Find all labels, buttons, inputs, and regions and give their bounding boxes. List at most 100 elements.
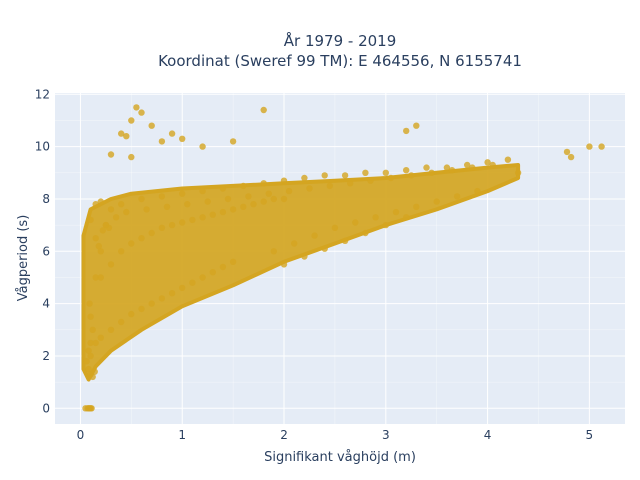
data-point bbox=[403, 127, 410, 135]
data-point bbox=[138, 109, 145, 116]
data-point bbox=[199, 187, 206, 195]
data-point bbox=[321, 245, 328, 252]
data-point bbox=[87, 313, 94, 320]
data-point bbox=[97, 274, 105, 281]
y-tick-label: 0 bbox=[42, 401, 50, 415]
y-tick-labels: 0 2 4 6 8 10 12 bbox=[35, 87, 50, 415]
data-point bbox=[107, 206, 115, 213]
data-point bbox=[105, 224, 113, 231]
data-point bbox=[311, 232, 318, 239]
data-point bbox=[189, 279, 196, 286]
data-point bbox=[158, 224, 166, 231]
data-point bbox=[474, 187, 481, 195]
y-tick-label: 12 bbox=[35, 87, 50, 101]
data-point bbox=[443, 164, 451, 171]
data-point bbox=[85, 365, 92, 373]
data-point bbox=[143, 206, 150, 213]
data-point bbox=[367, 177, 374, 184]
y-tick-label: 8 bbox=[42, 192, 50, 206]
data-point bbox=[403, 214, 410, 221]
data-point bbox=[567, 153, 575, 161]
data-point bbox=[87, 339, 94, 347]
data-point bbox=[586, 143, 593, 150]
data-point bbox=[484, 159, 491, 166]
data-point bbox=[138, 235, 145, 242]
data-point bbox=[265, 190, 272, 197]
x-tick-labels: 0 1 2 3 4 5 bbox=[77, 428, 594, 442]
data-point bbox=[428, 169, 435, 176]
data-point bbox=[563, 148, 571, 156]
data-point bbox=[321, 172, 328, 179]
data-point bbox=[219, 185, 227, 192]
data-point bbox=[504, 156, 512, 163]
data-point bbox=[148, 122, 155, 129]
data-point bbox=[270, 248, 277, 255]
data-point bbox=[469, 164, 476, 171]
data-point bbox=[301, 174, 308, 182]
data-point bbox=[88, 405, 95, 412]
data-point bbox=[123, 133, 130, 140]
data-point bbox=[598, 143, 605, 150]
x-axis-title: Signifikant våghöjd (m) bbox=[264, 450, 416, 465]
data-point bbox=[123, 208, 130, 216]
data-point bbox=[260, 106, 267, 114]
y-tick-label: 6 bbox=[42, 244, 50, 258]
data-point bbox=[148, 229, 155, 237]
x-tick-label: 3 bbox=[382, 428, 390, 442]
data-point bbox=[199, 274, 206, 281]
data-point bbox=[270, 195, 277, 203]
x-tick-label: 2 bbox=[280, 428, 288, 442]
data-point bbox=[229, 138, 237, 145]
data-point bbox=[107, 326, 115, 333]
y-axis-title: Vågperiod (s) bbox=[16, 215, 31, 302]
data-point bbox=[229, 206, 237, 213]
data-point bbox=[92, 339, 99, 347]
data-point bbox=[128, 153, 135, 161]
data-point bbox=[347, 180, 354, 187]
data-point bbox=[229, 258, 237, 265]
data-point bbox=[128, 117, 135, 124]
data-point bbox=[260, 198, 267, 205]
data-point bbox=[413, 203, 420, 210]
data-point bbox=[453, 193, 461, 200]
data-point bbox=[280, 261, 288, 268]
data-point bbox=[118, 248, 125, 255]
chart-title-line2: Koordinat (Sweref 99 TM): E 464556, N 61… bbox=[158, 52, 522, 70]
data-point bbox=[448, 167, 456, 174]
data-point bbox=[128, 310, 135, 318]
data-point bbox=[240, 182, 247, 190]
data-point bbox=[179, 190, 186, 197]
data-point bbox=[199, 214, 206, 221]
data-point bbox=[158, 138, 166, 145]
data-point bbox=[362, 229, 369, 237]
data-point bbox=[209, 269, 216, 276]
data-point bbox=[413, 122, 420, 129]
data-point bbox=[464, 161, 471, 169]
data-point bbox=[240, 203, 247, 210]
data-point bbox=[179, 284, 186, 292]
data-point bbox=[341, 172, 349, 179]
x-tick-label: 1 bbox=[178, 428, 186, 442]
data-point bbox=[408, 172, 415, 179]
data-point bbox=[85, 347, 92, 354]
y-tick-label: 2 bbox=[42, 349, 50, 363]
data-point bbox=[118, 130, 125, 137]
data-point bbox=[285, 187, 293, 195]
data-point bbox=[107, 151, 115, 158]
data-point bbox=[250, 201, 257, 208]
data-point bbox=[403, 167, 410, 174]
data-point bbox=[280, 177, 288, 184]
data-point bbox=[95, 242, 103, 250]
data-point bbox=[291, 240, 298, 247]
data-point bbox=[87, 352, 94, 360]
data-point bbox=[331, 224, 339, 231]
data-point bbox=[382, 169, 389, 176]
data-point bbox=[392, 208, 400, 216]
data-point bbox=[514, 169, 522, 176]
data-point bbox=[245, 193, 252, 200]
data-point bbox=[387, 174, 395, 182]
data-point bbox=[362, 169, 369, 176]
data-point bbox=[168, 130, 176, 137]
data-point bbox=[148, 300, 155, 307]
data-point bbox=[91, 368, 98, 375]
